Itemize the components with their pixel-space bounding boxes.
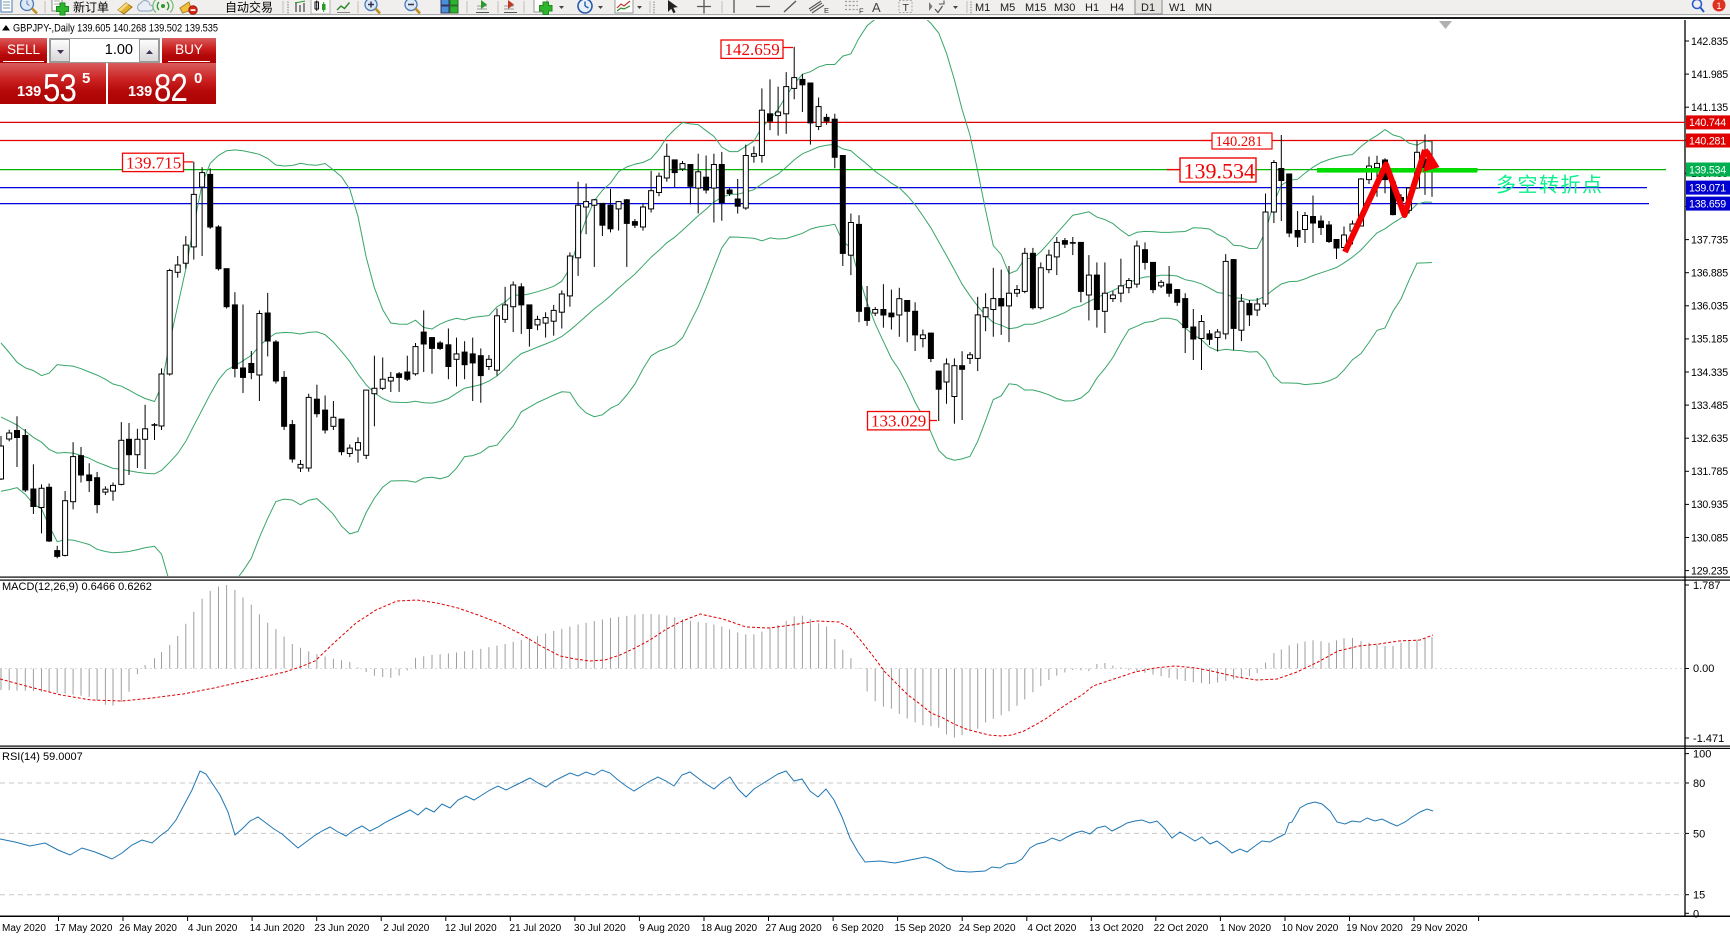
svg-text:6 Sep 2020: 6 Sep 2020 (833, 923, 885, 934)
svg-text:139.534: 139.534 (1184, 159, 1256, 184)
svg-text:130.935: 130.935 (1691, 499, 1728, 511)
svg-text:50: 50 (1693, 828, 1705, 840)
svg-text:137.735: 137.735 (1691, 234, 1728, 246)
svg-text:MACD(12,26,9) 0.6466 0.6262: MACD(12,26,9) 0.6466 0.6262 (2, 581, 152, 593)
svg-text:141.985: 141.985 (1691, 69, 1728, 81)
svg-text:80: 80 (1693, 778, 1705, 790)
svg-text:9 Aug 2020: 9 Aug 2020 (639, 923, 690, 934)
svg-text:14 Jun 2020: 14 Jun 2020 (250, 923, 305, 934)
svg-text:自动交易: 自动交易 (225, 0, 273, 15)
svg-text:138.659: 138.659 (1689, 198, 1726, 210)
svg-text:30 Jul 2020: 30 Jul 2020 (574, 923, 626, 934)
svg-text:17 May 2020: 17 May 2020 (55, 923, 113, 934)
svg-text:139.715: 139.715 (126, 153, 181, 172)
svg-text:H4: H4 (1110, 2, 1124, 14)
svg-text:135.185: 135.185 (1691, 334, 1728, 346)
svg-text:100: 100 (1693, 749, 1711, 761)
svg-text:21 Jul 2020: 21 Jul 2020 (510, 923, 562, 934)
svg-text:129.235: 129.235 (1691, 565, 1728, 577)
svg-text:140.281: 140.281 (1689, 135, 1726, 147)
svg-text:24 Sep 2020: 24 Sep 2020 (959, 923, 1016, 934)
svg-text:M5: M5 (1000, 2, 1015, 14)
svg-text:M30: M30 (1054, 2, 1075, 14)
svg-text:15: 15 (1693, 890, 1705, 902)
svg-text:22 Oct 2020: 22 Oct 2020 (1154, 923, 1209, 934)
svg-text:0: 0 (1693, 908, 1699, 920)
svg-text:GBPJPY-,Daily 139.605 140.268: GBPJPY-,Daily 139.605 140.268 139.502 13… (13, 23, 218, 35)
svg-text:F: F (859, 7, 864, 16)
svg-text:27 Aug 2020: 27 Aug 2020 (766, 923, 823, 934)
svg-text:18 Aug 2020: 18 Aug 2020 (701, 923, 758, 934)
svg-text:W1: W1 (1169, 2, 1186, 14)
svg-text:134.335: 134.335 (1691, 367, 1728, 379)
svg-text:D1: D1 (1141, 2, 1155, 14)
svg-text:130.085: 130.085 (1691, 532, 1728, 544)
svg-text:1.787: 1.787 (1693, 580, 1721, 592)
svg-text:4 Oct 2020: 4 Oct 2020 (1027, 923, 1076, 934)
svg-text:T: T (903, 2, 910, 14)
svg-text:13 Oct 2020: 13 Oct 2020 (1089, 923, 1144, 934)
svg-text:E: E (824, 6, 829, 15)
svg-text:-1.471: -1.471 (1693, 733, 1724, 745)
svg-text:MN: MN (1195, 2, 1212, 14)
svg-text:139.071: 139.071 (1689, 182, 1726, 194)
svg-text:May 2020: May 2020 (2, 923, 46, 934)
svg-text:139.534: 139.534 (1689, 164, 1726, 176)
svg-text:10 Nov 2020: 10 Nov 2020 (1282, 923, 1339, 934)
svg-text:140.281: 140.281 (1216, 134, 1263, 150)
svg-text:26 May 2020: 26 May 2020 (119, 923, 177, 934)
svg-text:多空转折点: 多空转折点 (1496, 174, 1604, 197)
svg-text:133.029: 133.029 (871, 412, 926, 431)
svg-text:142.659: 142.659 (725, 40, 780, 59)
svg-text:142.835: 142.835 (1691, 36, 1728, 48)
svg-text:19 Nov 2020: 19 Nov 2020 (1346, 923, 1403, 934)
svg-text:4 Jun 2020: 4 Jun 2020 (188, 923, 238, 934)
svg-text:新订单: 新订单 (73, 0, 109, 15)
svg-text:29 Nov 2020: 29 Nov 2020 (1411, 923, 1468, 934)
svg-text:140.744: 140.744 (1689, 117, 1726, 129)
svg-text:1 Nov 2020: 1 Nov 2020 (1220, 923, 1272, 934)
svg-text:A: A (872, 0, 881, 15)
svg-text:136.885: 136.885 (1691, 268, 1728, 280)
svg-text:136.035: 136.035 (1691, 301, 1728, 313)
svg-text:12 Jul 2020: 12 Jul 2020 (445, 923, 497, 934)
svg-text:141.135: 141.135 (1691, 102, 1728, 114)
svg-text:23 Jun 2020: 23 Jun 2020 (314, 923, 369, 934)
svg-text:M15: M15 (1025, 2, 1046, 14)
svg-text:132.635: 132.635 (1691, 433, 1728, 445)
svg-text:RSI(14) 59.0007: RSI(14) 59.0007 (2, 751, 83, 763)
svg-text:15 Sep 2020: 15 Sep 2020 (894, 923, 951, 934)
svg-text:0.00: 0.00 (1693, 663, 1714, 675)
svg-text:1: 1 (1717, 1, 1722, 11)
svg-text:M1: M1 (975, 2, 990, 14)
svg-text:H1: H1 (1085, 2, 1099, 14)
svg-text:2 Jul 2020: 2 Jul 2020 (383, 923, 430, 934)
svg-text:131.785: 131.785 (1691, 466, 1728, 478)
svg-text:133.485: 133.485 (1691, 400, 1728, 412)
